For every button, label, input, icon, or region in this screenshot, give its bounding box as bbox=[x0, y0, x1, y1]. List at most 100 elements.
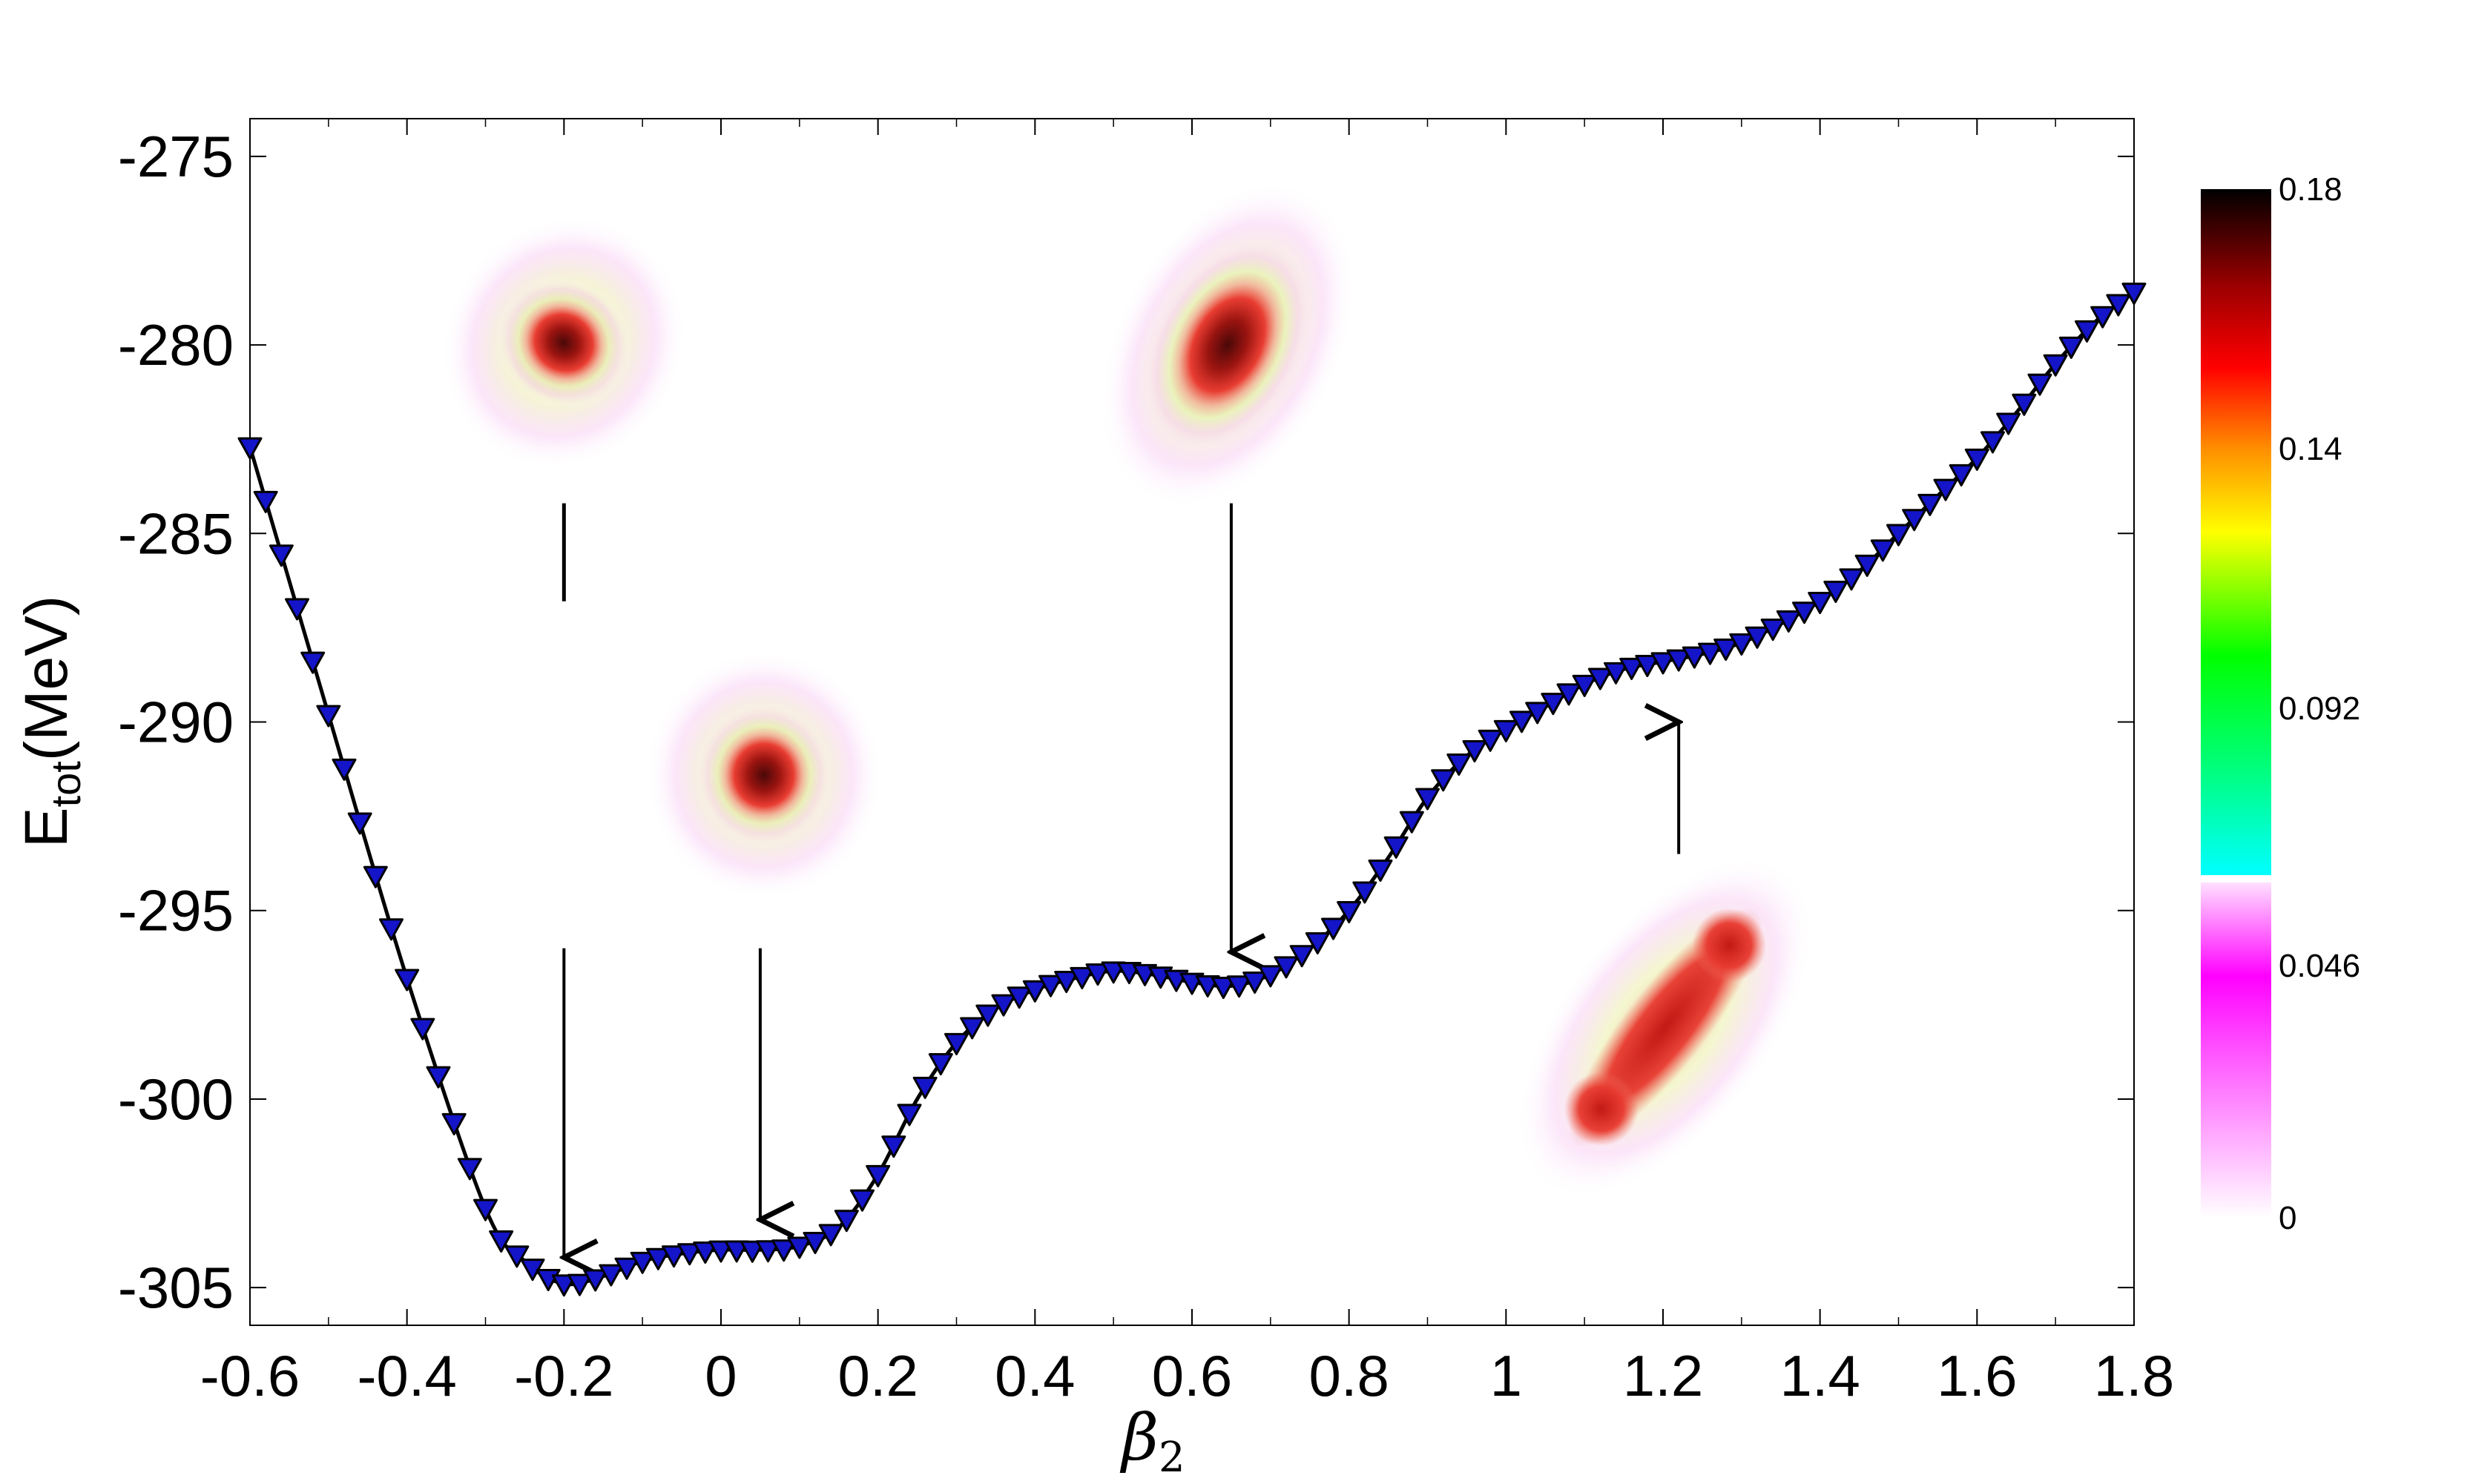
data-point-marker bbox=[1227, 975, 1251, 998]
data-point-marker bbox=[457, 1158, 482, 1181]
data-point-marker bbox=[960, 1017, 985, 1040]
data-point-marker bbox=[724, 1240, 749, 1263]
data-point-marker bbox=[662, 1245, 686, 1268]
y-tick-label: -280 bbox=[118, 312, 234, 377]
data-point-marker bbox=[269, 544, 294, 567]
x-tick-label: 1.6 bbox=[1937, 1343, 2017, 1408]
data-point-marker bbox=[818, 1224, 843, 1247]
data-point-marker bbox=[1996, 412, 2021, 435]
data-point-marker bbox=[1650, 652, 1676, 675]
colorbar-tick-label: 0.092 bbox=[2279, 690, 2360, 727]
data-point-marker bbox=[1776, 610, 1801, 633]
data-point-marker bbox=[1383, 836, 1409, 859]
data-point-marker bbox=[300, 651, 326, 674]
data-point-marker bbox=[1839, 568, 1864, 591]
x-tick-label: 0.2 bbox=[837, 1343, 918, 1408]
data-point-marker bbox=[379, 918, 404, 941]
data-point-marker bbox=[1698, 642, 1722, 665]
data-point-marker bbox=[426, 1066, 451, 1089]
data-point-marker bbox=[2090, 306, 2115, 329]
data-point-marker bbox=[928, 1053, 953, 1076]
y-tick-label: -290 bbox=[118, 690, 234, 755]
data-point-marker bbox=[1619, 657, 1644, 680]
data-markers bbox=[237, 283, 2147, 1297]
y-axis-title: Etot(MeV) bbox=[13, 596, 89, 848]
data-point-marker bbox=[708, 1240, 734, 1263]
data-point-marker bbox=[1823, 581, 1848, 603]
data-point-marker bbox=[834, 1210, 859, 1233]
svg-text:β2: β2 bbox=[1119, 1401, 1185, 1482]
y-tick-label: -275 bbox=[118, 124, 234, 189]
data-point-marker bbox=[1446, 753, 1472, 776]
data-point-marker bbox=[1054, 971, 1079, 994]
data-point-marker bbox=[2106, 294, 2131, 317]
y-tick-label: -285 bbox=[118, 501, 234, 566]
data-point-marker bbox=[395, 969, 420, 992]
data-point-marker bbox=[1745, 626, 1770, 649]
data-point-marker bbox=[1022, 980, 1047, 1003]
data-point-marker bbox=[1525, 702, 1550, 725]
colorbar: 0.18 0.14 0.092 0.046 0 bbox=[2201, 171, 2360, 1236]
y-axis-title-symbol: E bbox=[13, 807, 80, 848]
x-tick-label: 1.4 bbox=[1779, 1343, 1860, 1408]
data-point-marker bbox=[1007, 986, 1032, 1009]
y-axis-title-unit: (MeV) bbox=[13, 596, 80, 761]
data-point-marker bbox=[473, 1198, 498, 1221]
data-point-marker bbox=[1462, 740, 1487, 763]
y-tick-label: -305 bbox=[118, 1255, 234, 1320]
density-inset-prolate bbox=[1099, 182, 1356, 508]
data-point-marker bbox=[1321, 917, 1346, 940]
data-point-marker bbox=[740, 1240, 765, 1263]
data-point-marker bbox=[1964, 448, 1989, 471]
data-point-marker bbox=[1541, 693, 1566, 716]
y-axis: -275 -280 -285 -290 -295 -300 -305 bbox=[118, 124, 2134, 1320]
x-tick-label: 1.8 bbox=[2094, 1343, 2174, 1408]
data-point-marker bbox=[347, 812, 372, 835]
data-point-marker bbox=[1258, 965, 1283, 988]
data-point-marker bbox=[1289, 945, 1314, 968]
x-axis-title: β2 bbox=[1119, 1401, 1185, 1482]
data-point-marker bbox=[1917, 493, 1943, 516]
data-point-marker bbox=[645, 1247, 671, 1270]
data-point-marker bbox=[1933, 478, 1958, 501]
density-inset-spherical bbox=[645, 650, 883, 900]
data-point-marker bbox=[1870, 539, 1895, 562]
data-point-marker bbox=[1808, 592, 1833, 615]
data-point-marker bbox=[599, 1264, 624, 1287]
data-point-marker bbox=[567, 1273, 592, 1296]
data-point-marker bbox=[897, 1104, 922, 1127]
data-point-marker bbox=[332, 758, 357, 781]
colorbar-tick-label: 0.14 bbox=[2279, 431, 2342, 467]
annotation-arrows bbox=[564, 503, 1679, 1258]
data-point-marker bbox=[504, 1245, 530, 1268]
data-point-marker bbox=[1854, 554, 1880, 577]
data-point-marker bbox=[1980, 431, 2005, 454]
data-point-marker bbox=[693, 1241, 718, 1264]
data-point-marker bbox=[1493, 719, 1518, 742]
data-point-marker bbox=[991, 994, 1016, 1017]
x-tick-label: -0.4 bbox=[357, 1343, 456, 1408]
data-point-marker bbox=[1902, 509, 1927, 532]
x-axis: -0.6 -0.4 -0.2 0 0.2 0.4 0.6 0.8 1 1.2 1.4 1.6 1.8 bbox=[200, 119, 2174, 1408]
x-tick-label: -0.6 bbox=[200, 1343, 300, 1408]
colorbar-tick-label: 0.046 bbox=[2279, 948, 2360, 984]
data-point-marker bbox=[1682, 646, 1707, 669]
data-point-marker bbox=[1509, 710, 1534, 733]
data-point-marker bbox=[2075, 320, 2099, 343]
data-point-marker bbox=[410, 1018, 435, 1041]
x-tick-label: 1 bbox=[1490, 1343, 1522, 1408]
colorbar-tick-labels: 0.18 0.14 0.092 0.046 0 bbox=[2279, 171, 2360, 1236]
y-axis-title-subscript: tot bbox=[42, 761, 89, 808]
colorbar-tick-label: 0.18 bbox=[2279, 171, 2342, 208]
colorbar-lower-gradient bbox=[2201, 883, 2271, 1218]
x-tick-label: 1.2 bbox=[1623, 1343, 1703, 1408]
data-point-marker bbox=[912, 1076, 938, 1099]
colorbar-upper-gradient bbox=[2201, 189, 2271, 875]
data-point-marker bbox=[866, 1164, 891, 1187]
data-point-marker bbox=[1415, 788, 1440, 811]
data-point-marker bbox=[944, 1032, 969, 1055]
data-point-marker bbox=[583, 1269, 608, 1292]
data-point-marker bbox=[1038, 975, 1063, 997]
data-point-marker bbox=[630, 1251, 655, 1274]
data-point-marker bbox=[850, 1189, 875, 1212]
